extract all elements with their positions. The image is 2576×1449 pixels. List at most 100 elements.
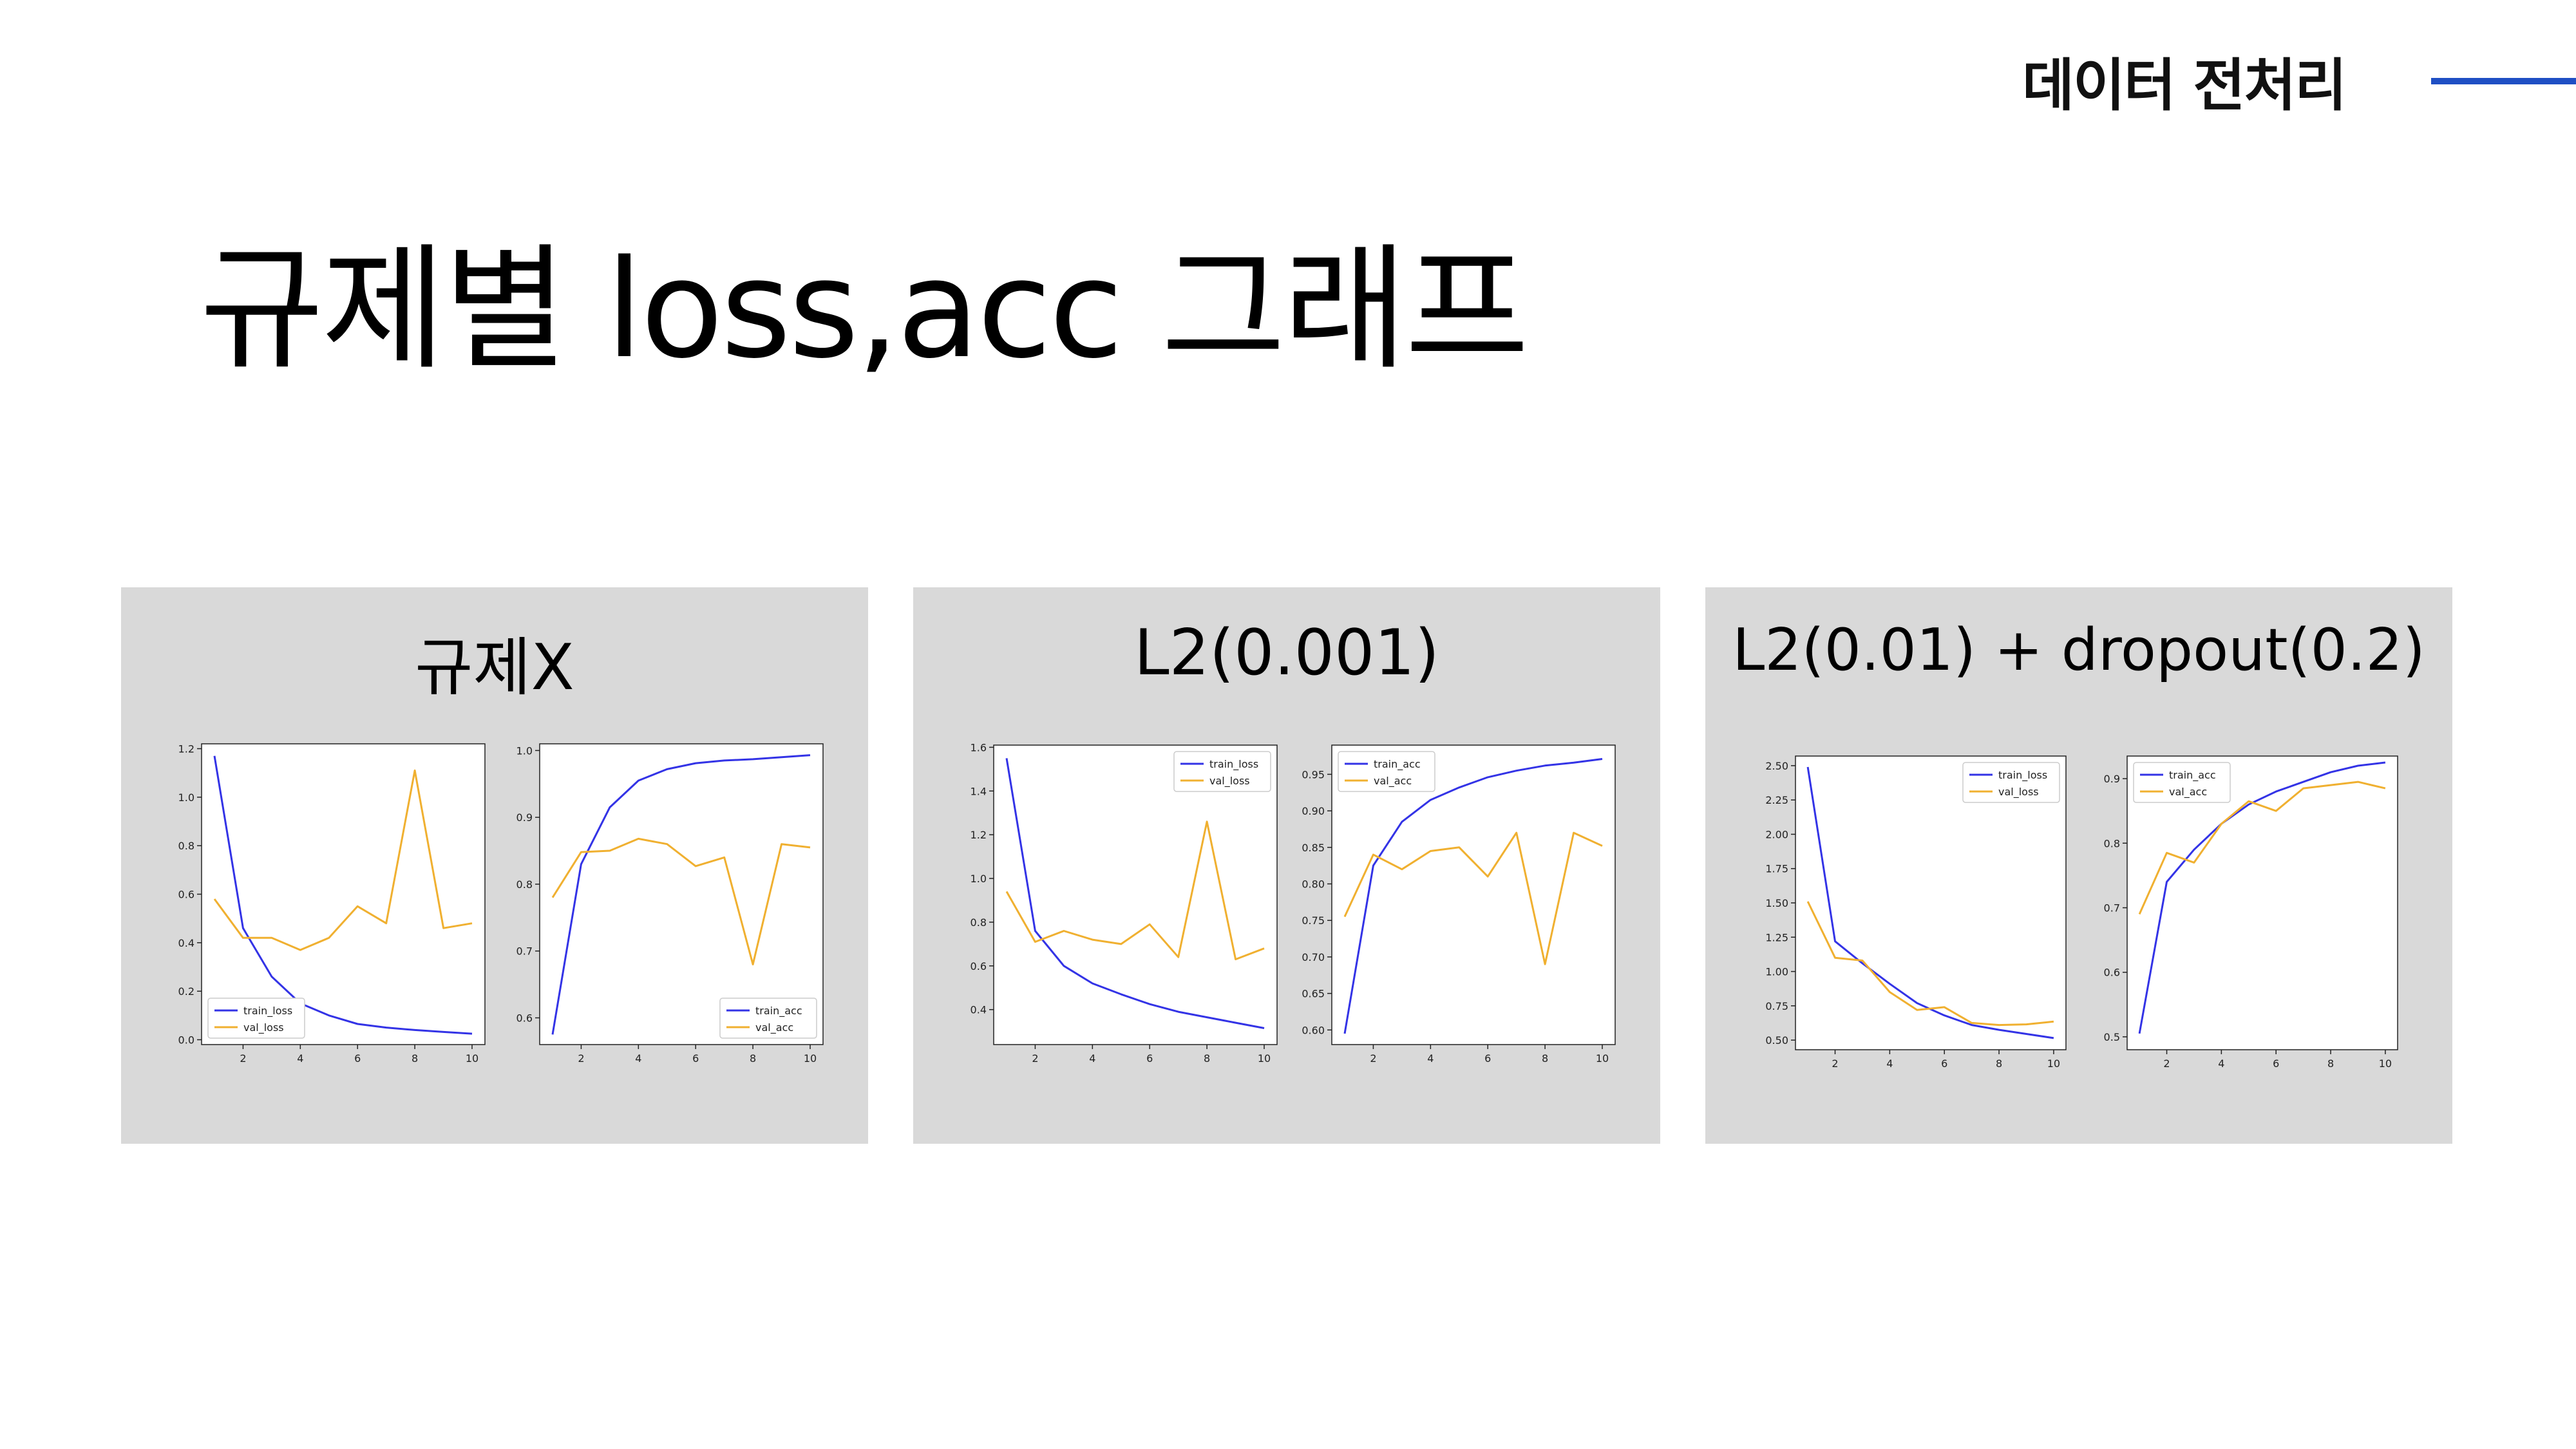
y-tick-label: 0.50 [1765,1034,1788,1046]
plot-frame [1795,755,2067,1050]
y-tick-label: 1.0 [178,791,194,804]
y-tick-label: 0.8 [178,840,194,852]
y-tick-label: 0.65 [1302,988,1325,1000]
panel-no-regularization: 규제X 0.0 0.2 0.4 0.6 0.8 1.0 1.2 2 4 6 8 10 train_los… [121,587,868,1144]
section-accent-line [2431,78,2576,84]
plot-area [1795,756,2066,1050]
y-tick-label: 1.00 [1765,966,1788,978]
x-tick-label: 4 [2218,1057,2224,1070]
plot-area [1332,745,1615,1045]
y-tick-label: 1.75 [1765,863,1788,875]
y-tick-label: 1.25 [1765,931,1788,943]
x-tick-label: 10 [2379,1057,2392,1070]
panel-title: L2(0.001) [1134,616,1439,690]
series-line-val_acc [1343,831,1603,965]
x-tick-label: 4 [297,1052,303,1065]
legend-label-train_acc: train_acc [755,1005,802,1018]
legend-label-val_loss: val_loss [243,1021,284,1034]
series-line-train_acc [1343,758,1603,1034]
legend-label-val_acc: val_acc [2169,786,2207,799]
plot-area [2127,756,2398,1050]
legend-label-train_loss: train_loss [243,1005,292,1018]
x-tick-label: 8 [1996,1057,2002,1070]
x-tick-label: 10 [804,1052,817,1065]
y-tick-label: 0.2 [178,985,194,998]
x-tick-label: 2 [1370,1052,1376,1065]
y-tick-label: 1.0 [971,873,987,885]
series-line-val_acc [2138,781,2386,915]
x-tick-label: 4 [1427,1052,1434,1065]
loss-chart-l2-dropout: 0.50 0.75 1.00 1.25 1.50 1.75 2.00 2.25 2.50 2 4 6 8… [1765,755,2067,1070]
y-tick-label: 0.6 [2104,967,2120,979]
y-tick-label: 1.6 [971,741,987,753]
y-tick-label: 0.4 [971,1004,987,1016]
y-tick-label: 0.70 [1302,951,1325,963]
y-tick-label: 0.85 [1302,842,1325,854]
loss-chart-l2-0-001: 0.4 0.6 0.8 1.0 1.2 1.4 1.6 2 4 6 8 10 train_lossval… [971,741,1278,1065]
x-tick-label: 4 [635,1052,641,1065]
y-tick-label: 0.9 [2104,773,2120,785]
plot-frame [201,743,486,1045]
section-tag: 데이터 전처리 [2022,52,2347,118]
plot-frame [2126,755,2398,1050]
legend-label-val_acc: val_acc [1374,775,1412,788]
y-tick-label: 2.25 [1765,794,1788,806]
y-tick-label: 0.4 [178,937,194,949]
x-tick-label: 6 [1484,1052,1491,1065]
series-line-train_acc [551,754,811,1035]
plot-frame [1331,744,1616,1045]
x-tick-label: 10 [1596,1052,1609,1065]
legend-label-train_acc: train_acc [2169,769,2216,782]
x-tick-label: 6 [1146,1052,1153,1065]
x-tick-label: 8 [1542,1052,1548,1065]
x-tick-label: 2 [578,1052,584,1065]
acc-chart-l2-0-001: 0.60 0.65 0.70 0.75 0.80 0.85 0.90 0.95 2 4 6 8 10 tr… [1302,744,1616,1065]
plot-area [540,744,823,1045]
y-tick-label: 2.50 [1765,760,1788,772]
y-tick-label: 0.6 [516,1012,533,1024]
loss-chart-no-regularization: 0.0 0.2 0.4 0.6 0.8 1.0 1.2 2 4 6 8 10 train_lossval… [178,743,486,1065]
x-tick-label: 8 [412,1052,418,1065]
y-tick-label: 0.75 [1302,914,1325,927]
x-tick-label: 10 [466,1052,478,1065]
y-tick-label: 1.2 [971,829,987,841]
panel-title: L2(0.01) + dropout(0.2) [1732,616,2425,684]
x-tick-label: 8 [1204,1052,1210,1065]
x-tick-label: 10 [1258,1052,1271,1065]
y-tick-label: 1.4 [971,785,987,797]
x-tick-label: 2 [1032,1052,1038,1065]
plot-area [994,745,1277,1045]
series-line-train_loss [1005,758,1265,1029]
series-line-train_loss [213,755,473,1035]
y-tick-label: 0.6 [178,889,194,901]
y-tick-label: 0.7 [2104,902,2120,914]
x-tick-label: 8 [750,1052,756,1065]
panel-title: 규제X [415,631,574,705]
y-tick-label: 1.50 [1765,897,1788,909]
y-tick-label: 1.0 [516,744,533,757]
y-tick-label: 0.75 [1765,1000,1788,1012]
x-tick-label: 2 [1832,1057,1838,1070]
series-line-val_acc [551,837,811,965]
page-title: 규제별 loss,acc 그래프 [200,231,1530,388]
y-tick-label: 0.5 [2104,1031,2120,1043]
y-tick-label: 0.6 [971,960,987,972]
y-tick-label: 0.9 [516,811,533,824]
legend-label-val_acc: val_acc [755,1021,793,1034]
y-tick-label: 1.2 [178,743,194,755]
legend-label-train_acc: train_acc [1374,758,1421,771]
x-tick-label: 2 [240,1052,246,1065]
x-tick-label: 6 [692,1052,699,1065]
acc-chart-l2-dropout: 0.5 0.6 0.7 0.8 0.9 2 4 6 8 10 train_acc val_acc [2104,755,2398,1070]
plot-frame [993,744,1278,1045]
x-tick-label: 6 [1941,1057,1947,1070]
x-tick-label: 10 [2047,1057,2060,1070]
y-tick-label: 0.7 [516,945,533,958]
x-tick-label: 8 [2327,1057,2334,1070]
x-tick-label: 6 [354,1052,361,1065]
series-line-val_loss [213,769,473,951]
y-tick-label: 0.0 [178,1034,194,1046]
x-tick-label: 4 [1089,1052,1095,1065]
panel-l2-0-001: L2(0.001) 0.4 0.6 0.8 1.0 1.2 1.4 1.6 2 4 6 8 10 tra… [913,587,1660,1144]
legend-label-val_loss: val_loss [1998,786,2039,799]
